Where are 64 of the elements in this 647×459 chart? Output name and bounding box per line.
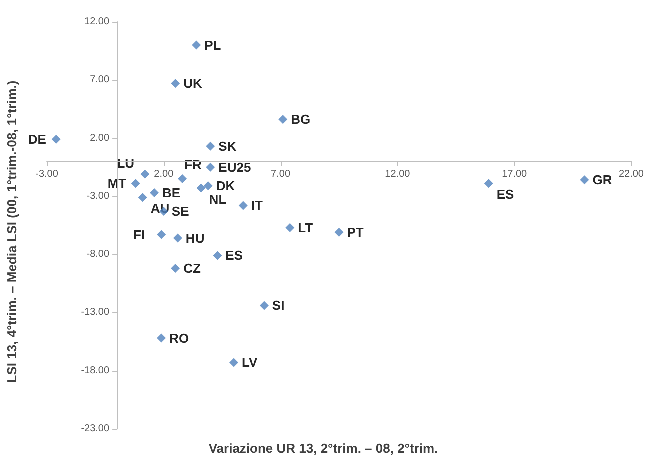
annotation: BG xyxy=(291,112,311,128)
point xyxy=(192,40,202,50)
annotation: PL xyxy=(204,38,222,53)
x-tick-label: 17.00 xyxy=(502,169,528,180)
point xyxy=(230,358,239,368)
point xyxy=(171,79,180,88)
y-tick-label: -13.00 xyxy=(81,307,110,318)
point xyxy=(278,115,288,124)
point xyxy=(173,234,182,243)
point xyxy=(140,170,150,179)
annotation: UK xyxy=(184,76,203,92)
x-tick-label: 7.00 xyxy=(271,169,291,180)
annotation: GR xyxy=(592,172,613,188)
point xyxy=(138,193,148,202)
y-tick-label: 12.00 xyxy=(84,16,110,28)
point xyxy=(157,334,166,343)
point xyxy=(286,223,295,232)
point xyxy=(580,176,590,185)
x-tick-label: -3.00 xyxy=(36,169,59,180)
annotation: AU xyxy=(150,201,170,216)
point xyxy=(157,230,166,240)
y-tick-label: -23.00 xyxy=(81,424,110,434)
annotation: IT xyxy=(251,198,263,214)
point xyxy=(206,162,216,172)
annotation: NL xyxy=(209,192,227,207)
x-tick-label: 2.00 xyxy=(154,169,174,180)
point xyxy=(178,174,188,184)
y-tick-label: -18.00 xyxy=(81,365,110,376)
point xyxy=(150,188,160,198)
x-axis-title: Variazione UR 13, 2°trim. – 08, 2°trim. xyxy=(208,441,438,456)
point xyxy=(484,179,494,188)
annotation: SI xyxy=(272,298,285,314)
annotation: PT xyxy=(347,224,364,240)
y-tick-label: -8.00 xyxy=(86,249,110,260)
y-tick-label: -3.00 xyxy=(86,190,110,202)
annotation: FI xyxy=(134,227,146,242)
annotation: DE xyxy=(28,132,47,147)
point xyxy=(171,264,180,274)
annotation: LV xyxy=(242,355,258,370)
annotation: SE xyxy=(172,204,190,220)
x-tick-label: 22.00 xyxy=(618,169,644,180)
point xyxy=(260,301,269,310)
annotation: CZ xyxy=(184,261,201,276)
point xyxy=(52,134,61,144)
annotation: EU25 xyxy=(218,160,252,175)
annotation: SK xyxy=(218,138,238,154)
point xyxy=(196,184,206,193)
point xyxy=(206,142,216,151)
annotation: BE xyxy=(162,185,181,200)
point xyxy=(131,179,140,188)
x-tick-label: 12.00 xyxy=(385,169,411,180)
annotation: DK xyxy=(216,178,236,194)
annotation: RO xyxy=(170,330,190,346)
point xyxy=(334,228,344,237)
y-axis-title: LSI 13, 4°trim. – Media LSI (00, 1°trim.-08, 1°trim.) xyxy=(4,80,20,384)
point xyxy=(213,251,222,260)
annotation: HU xyxy=(186,230,205,246)
point xyxy=(204,181,213,190)
annotation: ES xyxy=(226,248,244,264)
y-tick-label: 2.00 xyxy=(90,132,110,144)
point xyxy=(238,201,248,210)
annotation: LT xyxy=(298,220,314,236)
y-tick-label: 7.00 xyxy=(90,74,110,86)
annotation: ES xyxy=(496,187,515,202)
